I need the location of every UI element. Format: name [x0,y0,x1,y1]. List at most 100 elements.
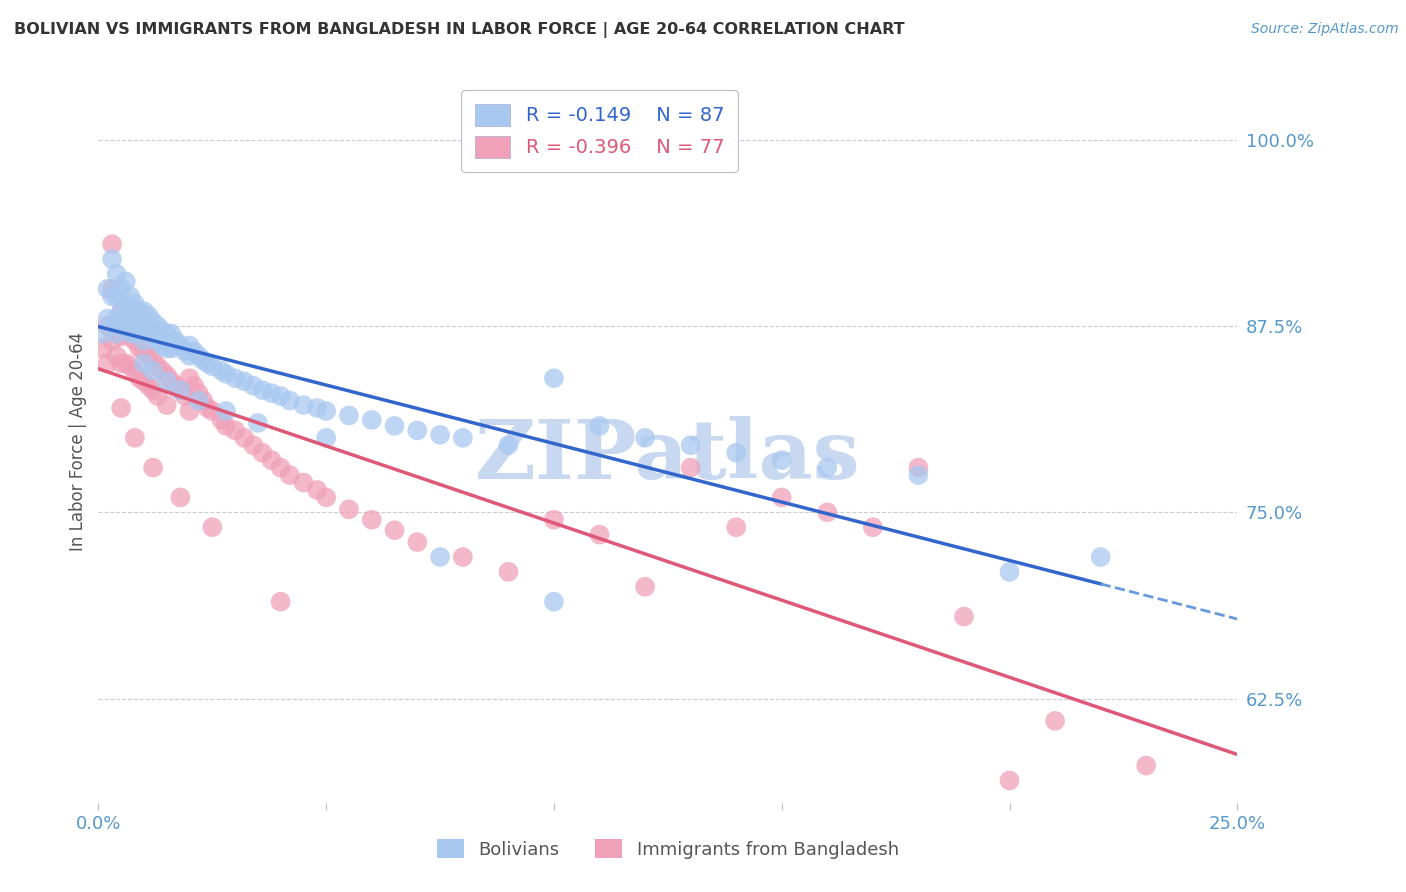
Point [197,356,219,370]
Point [150,338,173,352]
Point [179,338,201,352]
Point [101,252,124,266]
Point [998,773,1021,788]
Point [1135,758,1157,772]
Point [907,468,929,483]
Point [160,374,183,388]
Point [101,282,124,296]
Point [114,356,136,370]
Point [128,371,150,385]
Point [815,505,838,519]
Point [998,565,1021,579]
Point [292,398,315,412]
Point [142,329,165,343]
Point [142,460,165,475]
Point [406,423,429,437]
Point [770,453,793,467]
Point [543,513,565,527]
Point [451,431,474,445]
Text: BOLIVIAN VS IMMIGRANTS FROM BANGLADESH IN LABOR FORCE | AGE 20-64 CORRELATION CH: BOLIVIAN VS IMMIGRANTS FROM BANGLADESH I… [14,22,904,38]
Point [146,319,169,334]
Point [105,326,128,341]
Point [110,304,132,318]
Point [174,389,197,403]
Point [138,324,160,338]
Point [96,356,118,370]
Point [128,342,150,356]
Point [132,344,155,359]
Point [128,304,150,318]
Point [634,580,657,594]
Point [429,427,451,442]
Point [315,431,337,445]
Point [543,371,565,385]
Point [179,404,201,418]
Point [150,364,173,378]
Point [179,371,201,385]
Point [132,356,155,370]
Point [96,319,118,334]
Point [120,359,142,374]
Point [270,389,292,403]
Point [183,378,205,392]
Point [315,491,337,505]
Point [215,418,238,433]
Point [384,523,406,537]
Point [120,307,142,321]
Point [156,368,179,383]
Text: Source: ZipAtlas.com: Source: ZipAtlas.com [1251,22,1399,37]
Point [169,383,191,397]
Point [120,329,142,343]
Point [138,309,160,323]
Point [215,404,238,418]
Point [146,334,169,348]
Point [120,289,142,303]
Point [114,274,136,288]
Point [142,364,165,378]
Point [270,460,292,475]
Point [252,383,274,397]
Point [337,502,360,516]
Point [242,438,264,452]
Point [169,338,191,352]
Point [278,393,301,408]
Point [110,319,132,334]
Point [174,344,197,359]
Point [156,326,179,341]
Point [156,398,179,412]
Point [201,404,224,418]
Point [150,324,173,338]
Point [110,282,132,296]
Point [209,413,232,427]
Point [120,326,142,341]
Point [498,438,520,452]
Point [725,520,748,534]
Point [406,535,429,549]
Point [252,446,274,460]
Point [105,319,128,334]
Point [114,300,136,314]
Point [138,378,160,392]
Point [110,304,132,318]
Point [588,418,610,433]
Point [169,383,191,397]
Point [543,595,565,609]
Point [101,334,124,348]
Point [679,460,702,475]
Point [278,468,301,483]
Point [187,349,209,363]
Point [187,393,209,408]
Point [307,483,329,497]
Point [588,527,610,541]
Point [197,401,219,415]
Point [307,401,329,415]
Point [201,359,224,374]
Point [201,520,224,534]
Point [156,374,179,388]
Point [128,319,150,334]
Point [215,367,238,381]
Text: ZIPatlas: ZIPatlas [475,416,860,496]
Point [146,389,169,403]
Point [953,609,976,624]
Point [132,319,155,334]
